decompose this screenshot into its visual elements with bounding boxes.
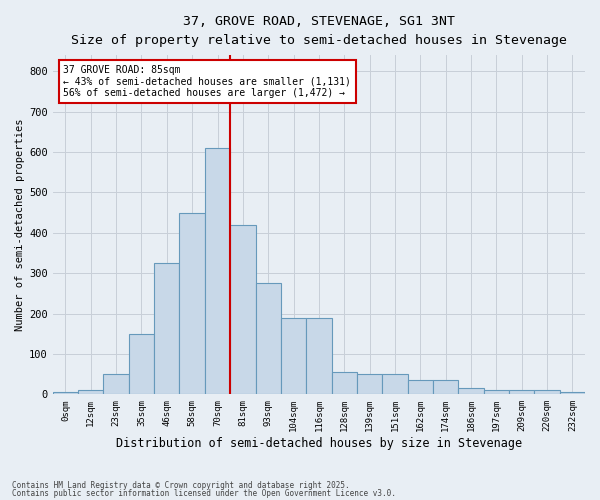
Text: Contains HM Land Registry data © Crown copyright and database right 2025.: Contains HM Land Registry data © Crown c… [12, 480, 350, 490]
Bar [535, 390, 560, 394]
Bar [78, 390, 103, 394]
Text: 37 GROVE ROAD: 85sqm
← 43% of semi-detached houses are smaller (1,131)
56% of se: 37 GROVE ROAD: 85sqm ← 43% of semi-detac… [64, 66, 351, 98]
Bar [433, 380, 458, 394]
Bar [306, 318, 332, 394]
Bar [382, 374, 407, 394]
Y-axis label: Number of semi-detached properties: Number of semi-detached properties [15, 118, 25, 331]
Bar [205, 148, 230, 394]
Bar [53, 392, 78, 394]
Bar [103, 374, 129, 394]
Bar [281, 318, 306, 394]
Bar [256, 284, 281, 395]
Title: 37, GROVE ROAD, STEVENAGE, SG1 3NT
Size of property relative to semi-detached ho: 37, GROVE ROAD, STEVENAGE, SG1 3NT Size … [71, 15, 567, 47]
Bar [509, 390, 535, 394]
Bar [129, 334, 154, 394]
Text: Contains public sector information licensed under the Open Government Licence v3: Contains public sector information licen… [12, 489, 396, 498]
Bar [230, 224, 256, 394]
Bar [179, 212, 205, 394]
Bar [484, 390, 509, 394]
Bar [357, 374, 382, 394]
Bar [154, 263, 179, 394]
Bar [560, 392, 585, 394]
Bar [458, 388, 484, 394]
Bar [332, 372, 357, 394]
Bar [407, 380, 433, 394]
X-axis label: Distribution of semi-detached houses by size in Stevenage: Distribution of semi-detached houses by … [116, 437, 522, 450]
